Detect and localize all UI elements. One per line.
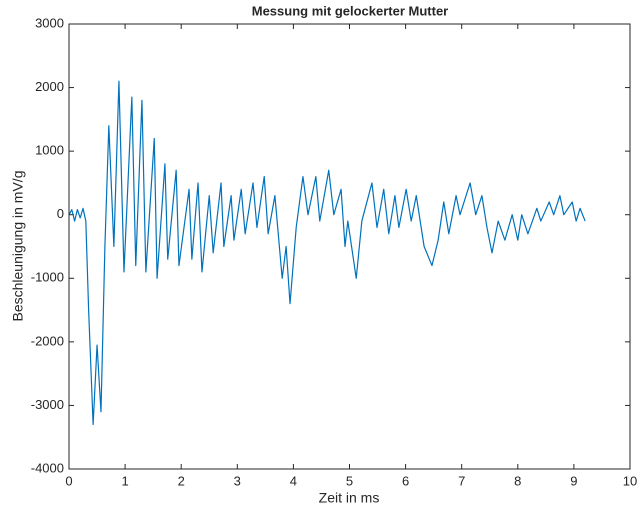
y-tick-label: -2000: [31, 333, 64, 348]
x-axis-label: Zeit in ms: [319, 490, 380, 506]
x-tick-label: 3: [234, 473, 241, 488]
y-tick-label: 2000: [35, 79, 64, 94]
y-tick-label: 1000: [35, 143, 64, 158]
plot-box: [68, 23, 631, 470]
y-tick-label: -3000: [31, 397, 64, 412]
chart-title: Messung mit gelockerter Mutter: [252, 3, 449, 18]
x-tick-label: 6: [402, 473, 409, 488]
y-axis-label: Beschleunigung in mV/g: [10, 171, 26, 322]
y-tick-label: 0: [57, 206, 64, 221]
x-tick-label: 7: [458, 473, 465, 488]
y-tick-label: 3000: [35, 15, 64, 30]
x-tick-label: 5: [346, 473, 353, 488]
data-line: [68, 80, 586, 426]
x-tick-label: 10: [623, 473, 637, 488]
x-tick-label: 9: [570, 473, 577, 488]
x-tick-label: 2: [178, 473, 185, 488]
x-tick-label: 4: [290, 473, 297, 488]
x-tick-label: 8: [514, 473, 521, 488]
y-tick-label: -4000: [31, 460, 64, 475]
x-tick-label: 1: [121, 473, 128, 488]
x-tick-label: 0: [65, 473, 72, 488]
y-tick-label: -1000: [31, 270, 64, 285]
